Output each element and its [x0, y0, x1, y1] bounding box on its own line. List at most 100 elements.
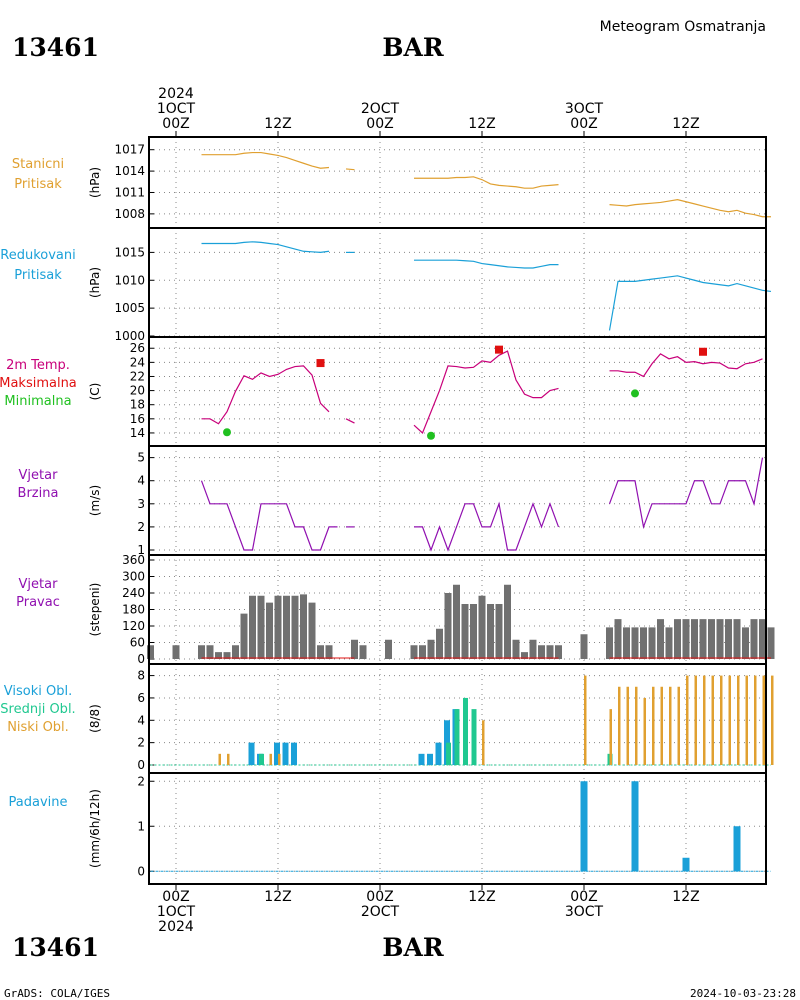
low-cloud-bar [278, 753, 281, 765]
y-tick-label: 180 [122, 603, 145, 617]
y-tick-label: 1 [137, 819, 145, 833]
y-tick-label: 1005 [114, 301, 145, 315]
direction-bar [300, 594, 307, 659]
panel-label: Pritisak [14, 177, 62, 192]
direction-bar [546, 645, 554, 659]
tmin-marker [631, 389, 639, 398]
direction-bar [529, 639, 537, 659]
bottom-time-label: 00Z [570, 889, 597, 905]
direction-bar [198, 645, 205, 659]
top-time-label: 00Z [366, 116, 393, 132]
low-cloud-bar [652, 686, 655, 765]
low-cloud-bar [218, 753, 221, 765]
low-cloud-bar [745, 675, 748, 765]
low-cloud-bar [669, 686, 672, 765]
y-tick-label: 1015 [114, 245, 145, 259]
series-line [414, 259, 559, 269]
series-line [609, 353, 763, 378]
y-tick-label: 1010 [114, 273, 145, 287]
series-line [608, 457, 764, 530]
series-line [201, 151, 330, 169]
credit: GrADS: COLA/IGES [4, 987, 110, 1000]
panel-label: Srednji Obl. [0, 702, 75, 717]
panel-frame [148, 336, 767, 447]
y-tick-label: 300 [122, 570, 145, 584]
low-cloud-bar [762, 675, 765, 765]
y-axis-title: (hPa) [88, 167, 102, 198]
mid-cloud-bar [446, 742, 451, 765]
y-tick-label: 0 [137, 758, 145, 772]
direction-bar [606, 627, 613, 659]
bottom-time-label: 00Z [366, 889, 393, 905]
panel-frame [148, 227, 767, 338]
station-name: BAR [382, 33, 444, 62]
panel-5: 0 60 120 180 240 300 360 Vjetar Pravac (stepeni) [16, 553, 775, 666]
low-cloud-bar [609, 709, 612, 765]
high-cloud-bar [418, 753, 425, 765]
direction-bar [172, 645, 180, 659]
direction-bar [742, 627, 749, 659]
y-tick-label: 1 [137, 543, 145, 557]
high-cloud-bar [291, 742, 297, 765]
direction-bar [317, 645, 324, 659]
direction-bar [206, 645, 214, 659]
direction-bar [461, 604, 469, 659]
y-axis-title: (m/s) [88, 485, 102, 516]
panel-label: Vjetar [19, 577, 59, 592]
panel-1: 1008 1011 1014 1017 Stanicni Pritisak (hPa) [12, 136, 771, 229]
bottom-time-label: 00Z [162, 889, 189, 905]
low-cloud-bar [677, 686, 680, 765]
direction-bar [436, 628, 443, 659]
direction-bar [682, 619, 690, 659]
y-tick-label: 1011 [114, 185, 145, 199]
low-cloud-bar [703, 675, 706, 765]
y-tick-label: 26 [130, 341, 145, 355]
direction-bar [215, 652, 222, 659]
top-time-label: 00Z [570, 116, 597, 132]
panel-label: Visoki Obl. [4, 684, 72, 699]
direction-bar [640, 627, 647, 659]
direction-bar [427, 639, 435, 659]
panel-label: Vjetar [19, 468, 59, 483]
direction-bar [699, 619, 707, 659]
bottom-time-label: 12Z [468, 889, 495, 905]
direction-bar [470, 604, 477, 659]
low-cloud-bar [227, 753, 230, 765]
y-tick-label: 5 [137, 451, 145, 465]
panel-frame [148, 772, 767, 885]
bottom-time-label: 1OCT [157, 904, 196, 920]
low-cloud-bar [635, 686, 638, 765]
direction-bar [419, 645, 426, 659]
direction-bar [691, 619, 698, 659]
bottom-time-label: 12Z [264, 889, 291, 905]
panel-label: Niski Obl. [7, 720, 69, 735]
high-cloud-bar [274, 742, 280, 765]
direction-bar [283, 595, 290, 659]
series-line [414, 176, 559, 189]
panel-label: Brzina [18, 486, 59, 501]
y-tick-label: 0 [137, 864, 145, 878]
timestamp: 2024-10-03-23:28 [690, 987, 796, 1000]
y-tick-label: 22 [130, 369, 145, 383]
direction-bar [478, 595, 486, 659]
direction-bar [410, 645, 418, 659]
low-cloud-bar [771, 675, 774, 765]
panel-label: Minimalna [4, 394, 71, 409]
direction-bar [614, 619, 622, 659]
y-tick-label: 1008 [114, 207, 145, 221]
direction-bar [266, 602, 273, 659]
series-line [414, 501, 560, 552]
series-line [609, 198, 771, 218]
tmax-marker [699, 347, 707, 356]
direction-bar [240, 613, 248, 659]
y-axis-title: (stepeni) [88, 583, 102, 637]
y-tick-label: 60 [130, 636, 145, 650]
tmin-marker [427, 431, 435, 440]
panel-label: Pravac [16, 595, 60, 610]
y-axis-title: (8/8) [88, 704, 102, 733]
precip-bar [580, 781, 588, 872]
y-tick-label: 2 [137, 736, 145, 750]
